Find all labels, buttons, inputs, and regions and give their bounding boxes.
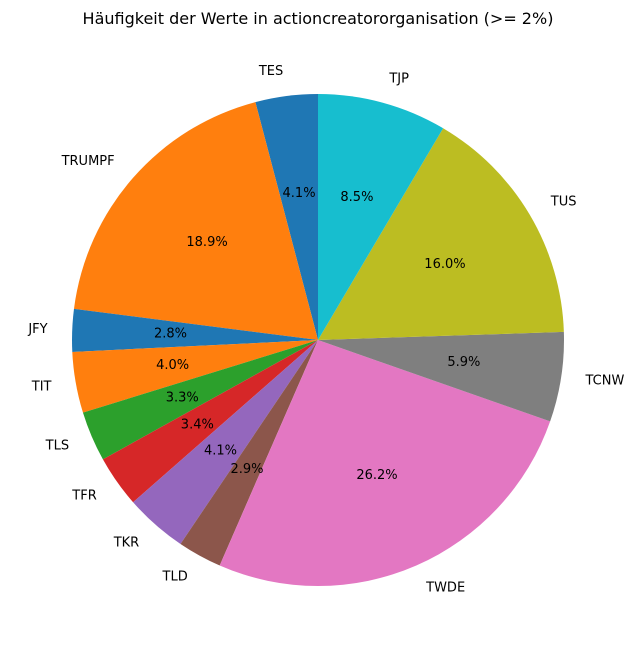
pie-slice-tkr (133, 340, 318, 544)
slice-percent-tls: 3.3% (166, 390, 199, 405)
pie-slice-tls (82, 340, 319, 460)
slice-percent-tcnw: 5.9% (447, 355, 480, 370)
pie-slice-tld (180, 340, 318, 566)
pie-slice-tfr (102, 340, 318, 503)
pie-slice-tjp (318, 94, 444, 340)
pie-labels: TES 4.1% TRUMPF 18.9% JFY 2.8% TIT 4.0% TLS 3.3% T… (27, 64, 624, 595)
slice-percent-twde: 26.2% (356, 468, 397, 483)
slice-percent-tes: 4.1% (283, 186, 316, 201)
slice-label-jfy: JFY (27, 322, 47, 337)
slice-label-tit: TIT (31, 379, 52, 394)
pie-slices (72, 94, 564, 586)
slice-label-tld: TLD (162, 570, 188, 585)
slice-percent-tjp: 8.5% (340, 190, 373, 205)
pie-slice-tit (72, 340, 318, 413)
pie-slice-jfy (72, 308, 319, 352)
slice-percent-tkr: 4.1% (204, 443, 237, 458)
slice-percent-tit: 4.0% (156, 358, 189, 373)
slice-percent-jfy: 2.8% (154, 327, 187, 342)
slice-label-tes: TES (258, 64, 283, 79)
slice-percent-tus: 16.0% (424, 257, 465, 272)
slice-label-tjp: TJP (388, 71, 409, 86)
pie-slice-trumpf (73, 102, 318, 341)
slice-percent-tfr: 3.4% (181, 417, 214, 432)
slice-label-tkr: TKR (113, 536, 140, 551)
slice-percent-tld: 2.9% (230, 462, 263, 477)
slice-label-tls: TLS (45, 439, 69, 454)
pie-slice-tus (318, 128, 564, 340)
pie-slice-twde (219, 340, 551, 586)
chart-title: Häufigkeit der Werte in actioncreatororg… (83, 9, 554, 28)
slice-label-twde: TWDE (425, 581, 465, 596)
slice-label-tcnw: TCNW (584, 374, 624, 389)
pie-slice-tes (255, 94, 318, 340)
pie-slice-tcnw (318, 331, 564, 422)
slice-percent-trumpf: 18.9% (186, 235, 227, 250)
slice-label-tus: TUS (550, 195, 577, 210)
slice-label-trumpf: TRUMPF (61, 154, 115, 169)
slice-label-tfr: TFR (71, 488, 96, 503)
